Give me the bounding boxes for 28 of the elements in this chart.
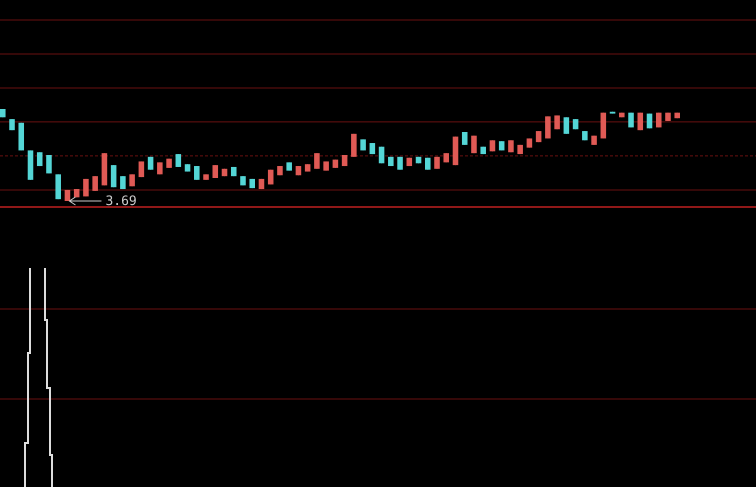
candlestick [36,152,42,167]
candlestick [638,112,644,131]
candlestick [582,130,588,141]
candlestick [591,135,597,146]
candlestick [176,154,182,168]
candlestick [46,154,52,174]
candlestick [471,135,477,154]
candlestick [564,116,570,134]
candlestick [120,176,126,190]
candlestick [443,152,450,163]
candlestick [83,178,89,197]
candlestick [194,166,200,180]
candlestick [166,158,172,168]
candlestick [268,169,274,185]
candlestick [92,176,98,192]
candlestick [545,116,551,139]
candlestick [462,132,468,146]
candlestick [212,164,218,178]
candlestick [110,164,116,188]
candlestick [314,152,320,170]
annotation: 3.69 [105,194,137,209]
candlestick [378,146,384,164]
candlestick [240,176,246,186]
candlestick [498,140,504,151]
candlestick [646,113,652,129]
candlestick [656,112,662,128]
candlestick [351,133,357,158]
candlestick [628,112,634,128]
